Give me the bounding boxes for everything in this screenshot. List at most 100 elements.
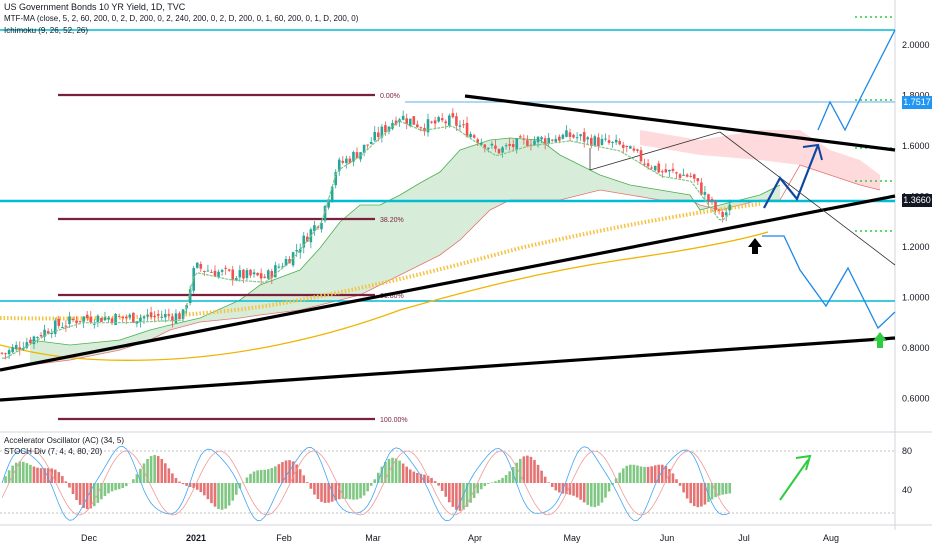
ac-bar — [579, 483, 582, 500]
candle-body — [32, 336, 36, 345]
candle-body — [227, 269, 231, 271]
y-tick-label: 1.6000 — [902, 141, 930, 151]
projection-down-thin — [762, 235, 896, 330]
candle-body — [185, 305, 188, 309]
candle-body — [703, 192, 707, 195]
x-tick-label: Mar — [365, 533, 381, 543]
ac-bar — [678, 483, 682, 486]
ac-bar — [572, 483, 575, 496]
ac-bar — [156, 456, 160, 483]
candle-body — [124, 316, 128, 319]
ac-bar — [625, 465, 629, 483]
ac-bar — [93, 483, 96, 507]
candle-body — [369, 141, 373, 145]
candle-body — [487, 147, 490, 149]
candle-body — [717, 209, 721, 211]
candle-body — [192, 268, 195, 291]
ac-bar — [597, 483, 600, 506]
candle-body — [575, 137, 579, 139]
candle-body — [696, 178, 700, 182]
ac-bar — [600, 483, 604, 503]
candle-body — [419, 127, 423, 129]
ac-bar — [355, 483, 359, 500]
candle-body — [405, 118, 408, 124]
ac-bar — [220, 483, 224, 510]
green-up-arrow — [873, 332, 887, 348]
x-tick-label: Dec — [81, 533, 98, 543]
ac-bar — [245, 477, 249, 483]
trendline-rising-lower — [0, 336, 896, 402]
candle-body — [593, 136, 597, 146]
green-arrow-oscillator — [779, 459, 809, 501]
y-tick-label: 0.6000 — [902, 394, 930, 404]
candle-body — [401, 115, 405, 120]
ac-bar — [146, 458, 149, 483]
candle-body — [18, 347, 22, 350]
candle-body — [53, 320, 57, 334]
candle-body — [710, 199, 714, 201]
candle-body — [284, 258, 288, 266]
ma-solid-curve — [0, 231, 769, 361]
ac-bar — [561, 483, 565, 494]
ac-bar — [164, 463, 167, 483]
candle-body — [160, 316, 164, 318]
osc-tick-80: 80 — [902, 446, 912, 456]
ac-bar — [408, 469, 412, 483]
ac-bar — [139, 468, 142, 483]
ac-bar — [469, 483, 472, 503]
ac-bar — [444, 483, 448, 497]
legend-mtf-ma: MTF-MA (close, 5, 2, 60, 200, 0, 2, D, 2… — [4, 14, 359, 23]
ac-bar — [636, 465, 639, 483]
candle-body — [57, 318, 61, 326]
y-tick-label: 2.0000 — [902, 40, 930, 50]
candle-body — [142, 316, 146, 319]
ac-bar — [721, 483, 724, 495]
ac-bar — [188, 483, 192, 487]
ac-bar — [554, 483, 558, 491]
ac-bar — [724, 483, 728, 495]
ac-bar — [707, 483, 710, 503]
candle-body — [614, 139, 618, 143]
candle-body — [341, 160, 345, 163]
candle-body — [465, 122, 469, 137]
candle-body — [692, 174, 696, 179]
fib-label-0: 0.00% — [380, 93, 400, 100]
candle-body — [139, 317, 142, 322]
candle-body — [700, 182, 703, 195]
ichimoku-cloud-green — [30, 138, 780, 365]
candle-body — [43, 329, 46, 337]
candle-body — [188, 289, 192, 304]
candle-body — [508, 144, 511, 146]
ac-bar — [316, 483, 320, 500]
ac-bar — [515, 462, 519, 483]
candle-body — [22, 347, 25, 350]
candle-body — [519, 136, 522, 138]
candle-body — [348, 158, 352, 163]
candle-body — [171, 316, 174, 322]
ac-bar — [362, 483, 366, 496]
candle-body — [203, 271, 206, 273]
ac-bar — [89, 483, 93, 509]
candle-body — [515, 138, 519, 150]
projection-up-bold — [763, 144, 820, 209]
candle-body — [558, 136, 561, 141]
candle-body — [607, 140, 611, 143]
candle-body — [206, 270, 210, 272]
candle-body — [156, 313, 160, 316]
ac-bar — [259, 469, 263, 483]
ac-bar — [419, 473, 423, 483]
candle-body — [7, 350, 11, 355]
ac-bar — [536, 464, 540, 483]
candle-body — [50, 333, 53, 335]
ac-bar — [465, 483, 469, 507]
candle-body — [320, 222, 323, 230]
candle-body — [103, 317, 107, 321]
ac-bar — [210, 483, 213, 504]
price-tag-current: 1.3660 — [902, 194, 932, 207]
ac-bar — [53, 469, 57, 483]
y-tick-label: 1.2000 — [902, 242, 930, 252]
x-tick-label: Apr — [468, 533, 482, 543]
ac-bar — [547, 482, 550, 483]
ac-bar — [575, 483, 579, 498]
candle-body — [110, 318, 114, 324]
